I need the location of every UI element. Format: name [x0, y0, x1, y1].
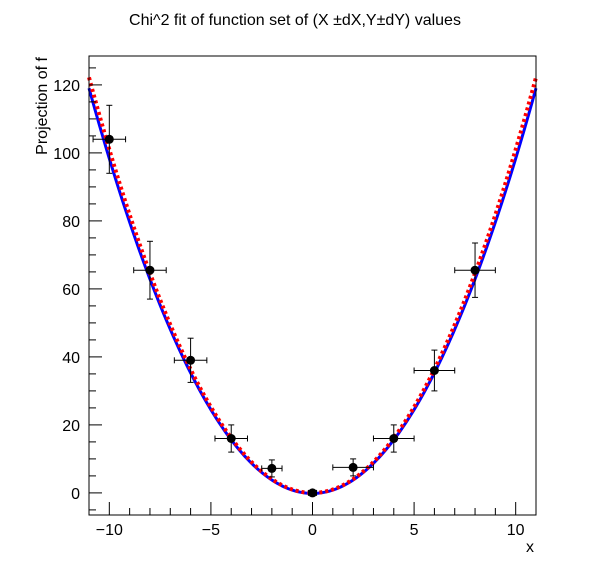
data-point [454, 242, 496, 298]
data-point [372, 424, 415, 453]
y-tick-label: 40 [62, 350, 80, 367]
data-point-marker [104, 134, 114, 144]
data-point [133, 240, 167, 300]
x-tick-label: −5 [202, 522, 220, 539]
data-point-marker [226, 434, 236, 443]
data-point [92, 104, 127, 174]
data-point-marker [186, 355, 196, 365]
data-point-marker [267, 463, 277, 473]
chart-title: Chi^2 fit of function set of (X ±dX,Y±dY… [129, 12, 461, 29]
data-point-marker [145, 265, 155, 275]
y-tick-label: 20 [62, 418, 80, 435]
data-point-marker [389, 434, 399, 443]
x-tick-label: 0 [308, 522, 317, 539]
data-point [307, 488, 318, 498]
data-point [214, 424, 248, 453]
data-point [173, 337, 208, 383]
y-tick-label: 120 [53, 78, 80, 95]
x-axis: −10 −5 0 5 10 [88, 502, 537, 539]
y-tick-label: 80 [62, 214, 80, 231]
data-point-marker [348, 462, 358, 472]
y-tick-label: 60 [62, 282, 80, 299]
x-tick-label: 5 [410, 522, 419, 539]
fit-curves [87, 76, 538, 495]
y-tick-label: 0 [71, 486, 80, 503]
data-point [413, 349, 456, 392]
x-axis-label: x [526, 539, 534, 556]
y-axis-label: Projection of f [34, 56, 51, 154]
x-tick-label: −10 [96, 522, 123, 539]
x-tick-label: 10 [507, 522, 525, 539]
data-point [332, 458, 374, 477]
data-point-marker [308, 488, 317, 498]
fit-curve-dotted [87, 76, 538, 495]
data-point [261, 459, 283, 478]
data-point-marker [470, 265, 480, 275]
y-axis: 0 20 40 60 80 100 120 [53, 67, 102, 511]
data-points [92, 104, 496, 498]
y-tick-label: 100 [53, 146, 80, 163]
data-point-marker [429, 366, 439, 375]
